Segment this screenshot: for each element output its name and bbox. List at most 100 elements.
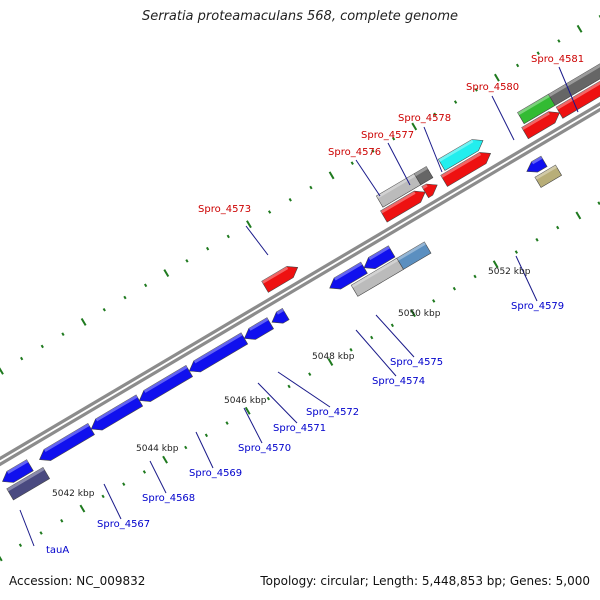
- tick-mark: [453, 100, 458, 104]
- gene-feature: [521, 111, 560, 140]
- tick-mark: [494, 73, 500, 82]
- tick-mark: [80, 318, 87, 326]
- genome-backbone: [0, 101, 600, 467]
- gene-highlight: [6, 467, 45, 492]
- kbp-label: 5046 kbp: [224, 396, 267, 406]
- gene-highlight: [143, 365, 188, 393]
- accession-text: Accession: NC_009832: [9, 574, 146, 588]
- gene-label: Spro_4576: [328, 147, 381, 158]
- gene-feature: [271, 307, 290, 324]
- tick-mark: [309, 185, 313, 190]
- label-leader-line: [277, 371, 331, 408]
- gene-feature: [6, 466, 51, 501]
- gene-label: Spro_4573: [198, 204, 251, 215]
- tick-mark: [79, 504, 86, 513]
- gene-feature: [380, 190, 426, 223]
- gene-feature: [437, 139, 484, 171]
- tick-mark: [492, 260, 499, 269]
- gene-label: tauA: [46, 545, 69, 556]
- gene-highlight: [556, 81, 600, 110]
- tick-mark: [556, 225, 560, 230]
- gene-highlight: [396, 241, 426, 261]
- tick-mark: [163, 269, 170, 278]
- tick-mark: [0, 555, 3, 562]
- tick-mark: [576, 24, 583, 33]
- label-leaders: [19, 66, 579, 547]
- gene-highlight: [276, 308, 284, 315]
- gene-highlight: [531, 156, 543, 165]
- gene-highlight: [521, 111, 550, 130]
- gene-label: Spro_4580: [466, 82, 519, 93]
- gene-feature: [396, 241, 432, 270]
- label-leader-line: [243, 407, 263, 444]
- tick-mark: [474, 88, 478, 92]
- gene-highlight: [261, 266, 289, 284]
- tick-mark: [288, 197, 292, 202]
- tick-mark: [575, 211, 582, 220]
- gene-feature: [421, 183, 438, 199]
- backbone-line: [0, 107, 600, 467]
- kbp-label: 5044 kbp: [136, 444, 179, 454]
- gene-highlight: [548, 63, 600, 97]
- tick-mark: [244, 406, 251, 415]
- tick-mark: [391, 136, 396, 141]
- label-leader-line: [515, 255, 538, 302]
- gene-label: Spro_4581: [531, 54, 584, 65]
- label-leader-line: [375, 314, 415, 358]
- tick-mark: [390, 323, 395, 328]
- tick-mark: [102, 307, 106, 312]
- tick-mark: [39, 531, 43, 535]
- tick-mark: [432, 299, 436, 303]
- tick-mark: [371, 149, 375, 153]
- label-leader-line: [257, 382, 298, 424]
- tick-mark: [328, 171, 335, 180]
- gene-label: Spro_4569: [189, 468, 242, 479]
- tick-mark: [308, 372, 312, 377]
- tick-mark: [205, 246, 210, 251]
- tick-mark: [61, 332, 65, 336]
- tick-mark: [18, 543, 23, 548]
- label-leader-line: [387, 142, 411, 186]
- tick-mark: [557, 39, 561, 43]
- gene-feature: [440, 152, 492, 187]
- kbp-label: 5048 kbp: [312, 352, 355, 362]
- gene-feature: [526, 155, 548, 173]
- tick-marks: [0, 14, 600, 562]
- gene-label: Spro_4567: [97, 519, 150, 530]
- gene-highlight: [421, 184, 428, 190]
- tick-mark: [327, 358, 334, 366]
- label-leader-line: [355, 329, 397, 377]
- gene-highlight: [248, 317, 269, 331]
- tick-mark: [452, 286, 456, 291]
- tick-mark: [122, 482, 126, 486]
- label-leader-line: [149, 460, 167, 494]
- genome-summary: Topology: circular; Length: 5,448,853 bp…: [260, 574, 590, 588]
- tick-mark: [410, 309, 416, 318]
- gene-highlight: [44, 423, 90, 452]
- gene-highlight: [6, 459, 29, 474]
- gene-feature: [261, 266, 299, 293]
- gene-highlight: [534, 165, 558, 180]
- tick-mark: [411, 122, 418, 131]
- gene-feature: [188, 332, 249, 373]
- gene-highlight: [351, 258, 399, 288]
- label-leader-line: [558, 66, 579, 113]
- gene-label: Spro_4568: [142, 493, 195, 504]
- tick-mark: [350, 161, 354, 165]
- tick-mark: [246, 220, 252, 229]
- tick-mark: [515, 63, 520, 68]
- tick-mark: [144, 283, 148, 288]
- tick-mark: [535, 238, 539, 242]
- gene-highlight: [95, 394, 138, 422]
- gene-highlight: [334, 262, 363, 281]
- gene-highlight: [414, 166, 428, 177]
- gene-feature: [413, 166, 434, 186]
- gene-features: [2, 63, 600, 501]
- tick-mark: [40, 344, 44, 349]
- tick-mark: [162, 455, 168, 464]
- tick-mark: [20, 356, 24, 361]
- gene-label: Spro_4570: [238, 443, 291, 454]
- tick-mark: [184, 445, 188, 450]
- gene-label: Spro_4571: [273, 423, 326, 434]
